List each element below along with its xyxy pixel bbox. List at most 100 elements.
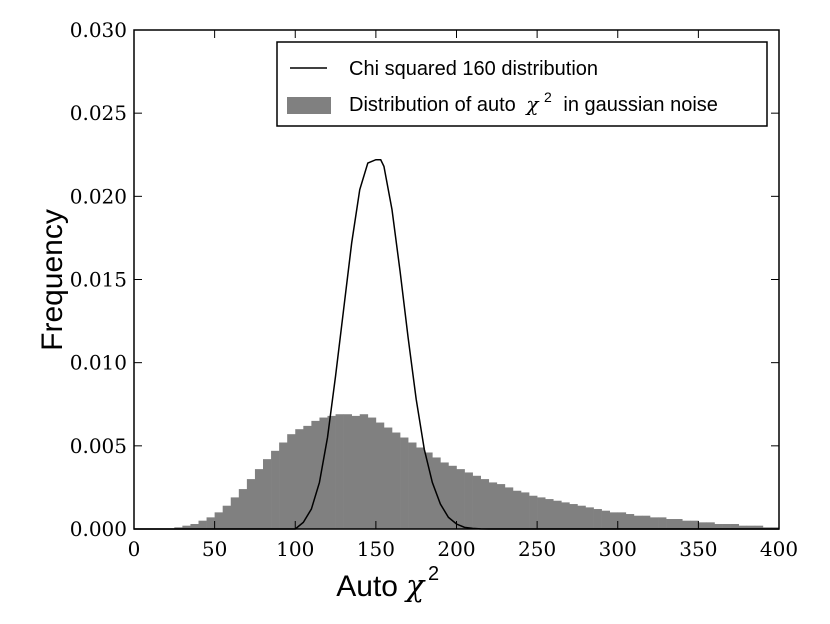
histogram-bar [190, 524, 199, 529]
histogram-bar [553, 500, 562, 529]
x-tick-label: 400 [760, 537, 798, 561]
x-axis-label-symbol: χ [404, 569, 426, 604]
histogram-bar [295, 429, 304, 529]
x-axis-ticks: 0 50 100 150 200 250 300 350 400 [128, 30, 798, 561]
histogram-bar [561, 502, 570, 529]
histogram-bar [496, 484, 506, 529]
legend-label-histogram-superscript: 2 [544, 89, 552, 105]
legend-label-histogram-symbol: χ [524, 92, 540, 116]
y-tick-label: 0.000 [70, 517, 127, 541]
histogram-bar [577, 505, 586, 529]
histogram-bar [593, 509, 602, 529]
histogram-bar [367, 417, 377, 529]
histogram-bar [762, 527, 772, 529]
histogram-bar [408, 442, 417, 529]
histogram-bar [674, 519, 683, 529]
y-tick-label: 0.015 [70, 268, 127, 292]
y-axis-ticks: 0.000 0.005 0.010 0.015 0.020 0.025 0.030 [70, 18, 779, 541]
histogram-bar [327, 415, 336, 529]
histogram-bar [230, 497, 240, 529]
histogram-bar [480, 479, 490, 529]
legend-label-histogram: Distribution of auto χ 2 in gaussian noi… [349, 85, 718, 116]
y-axis-label: Frequency [36, 209, 69, 351]
histogram-bar [343, 414, 352, 529]
y-tick-label: 0.020 [70, 184, 127, 208]
histogram-bar [464, 472, 473, 529]
histogram-bar [512, 490, 522, 529]
legend-label-chi-squared: Chi squared 160 distribution [349, 58, 598, 80]
histogram-bar [238, 489, 248, 529]
histogram-bar [351, 415, 361, 529]
x-tick-label: 350 [679, 537, 717, 561]
legend: Chi squared 160 distribution Distributio… [276, 41, 768, 127]
legend-label-histogram-prefix: Distribution of auto [349, 94, 516, 116]
chi-squared-curve [134, 158, 779, 530]
histogram-bar [392, 432, 401, 529]
histogram-bar [529, 495, 538, 529]
histogram-bar [279, 442, 288, 529]
histogram-bar [770, 527, 780, 529]
histogram-bar [666, 519, 675, 529]
histogram-bar [706, 522, 715, 529]
histogram-bar [625, 514, 635, 529]
x-tick-label: 100 [276, 537, 314, 561]
histogram-bar [271, 450, 280, 529]
histogram-bar [754, 525, 764, 529]
histogram-bar [424, 452, 433, 529]
histogram-bar [698, 522, 707, 529]
histogram-bar [214, 512, 223, 529]
histogram-bar [416, 447, 425, 529]
histogram-bar [400, 437, 409, 529]
x-axis-label: Auto [336, 570, 398, 603]
histogram-bar [383, 427, 393, 529]
histogram-bar [359, 414, 369, 529]
histogram-bar [174, 527, 183, 529]
histogram-bar [254, 469, 264, 529]
histogram-bar [303, 425, 312, 529]
x-tick-label: 250 [518, 537, 556, 561]
histogram-bar [633, 515, 643, 529]
x-tick-label: 200 [437, 537, 475, 561]
histogram-bar [319, 417, 328, 529]
histogram-bar [730, 524, 739, 529]
histogram-bar [504, 487, 514, 529]
histogram-bar [263, 459, 272, 529]
histogram-bar [488, 482, 498, 529]
legend-label-histogram-suffix: in gaussian noise [563, 94, 718, 116]
histogram-bars [174, 414, 780, 529]
legend-box [276, 41, 768, 127]
histogram-bar [311, 420, 320, 529]
histogram-bar [206, 517, 215, 529]
histogram-bar [375, 422, 385, 529]
histogram-bar [440, 462, 449, 529]
histogram-bar [521, 492, 530, 529]
y-tick-label: 0.005 [70, 434, 127, 458]
y-tick-label: 0.025 [70, 101, 127, 125]
histogram-bar [182, 525, 191, 529]
histogram-bar [335, 414, 344, 529]
histogram-bar [738, 525, 748, 529]
histogram-bar [545, 499, 554, 529]
histogram-bar [569, 504, 578, 529]
histogram-bar [601, 510, 610, 529]
histogram-bar [537, 497, 546, 529]
histogram-bar [682, 520, 691, 529]
histogram-bar [641, 515, 651, 529]
histogram-bar [198, 520, 207, 529]
y-tick-label: 0.010 [70, 351, 127, 375]
x-tick-label: 50 [202, 537, 227, 561]
histogram-bar [690, 520, 699, 529]
histogram-bar [609, 512, 619, 529]
histogram-bar [658, 517, 667, 529]
histogram-bar [585, 507, 594, 529]
x-tick-label: 0 [128, 537, 141, 561]
histogram-bar [222, 505, 232, 529]
histogram-bar [714, 524, 723, 529]
histogram-bar [746, 525, 756, 529]
histogram-bar [650, 517, 659, 529]
x-tick-label: 150 [357, 537, 395, 561]
y-tick-label: 0.030 [70, 18, 127, 42]
histogram-bar [246, 479, 256, 529]
histogram-bar [287, 434, 296, 529]
x-tick-label: 300 [599, 537, 637, 561]
